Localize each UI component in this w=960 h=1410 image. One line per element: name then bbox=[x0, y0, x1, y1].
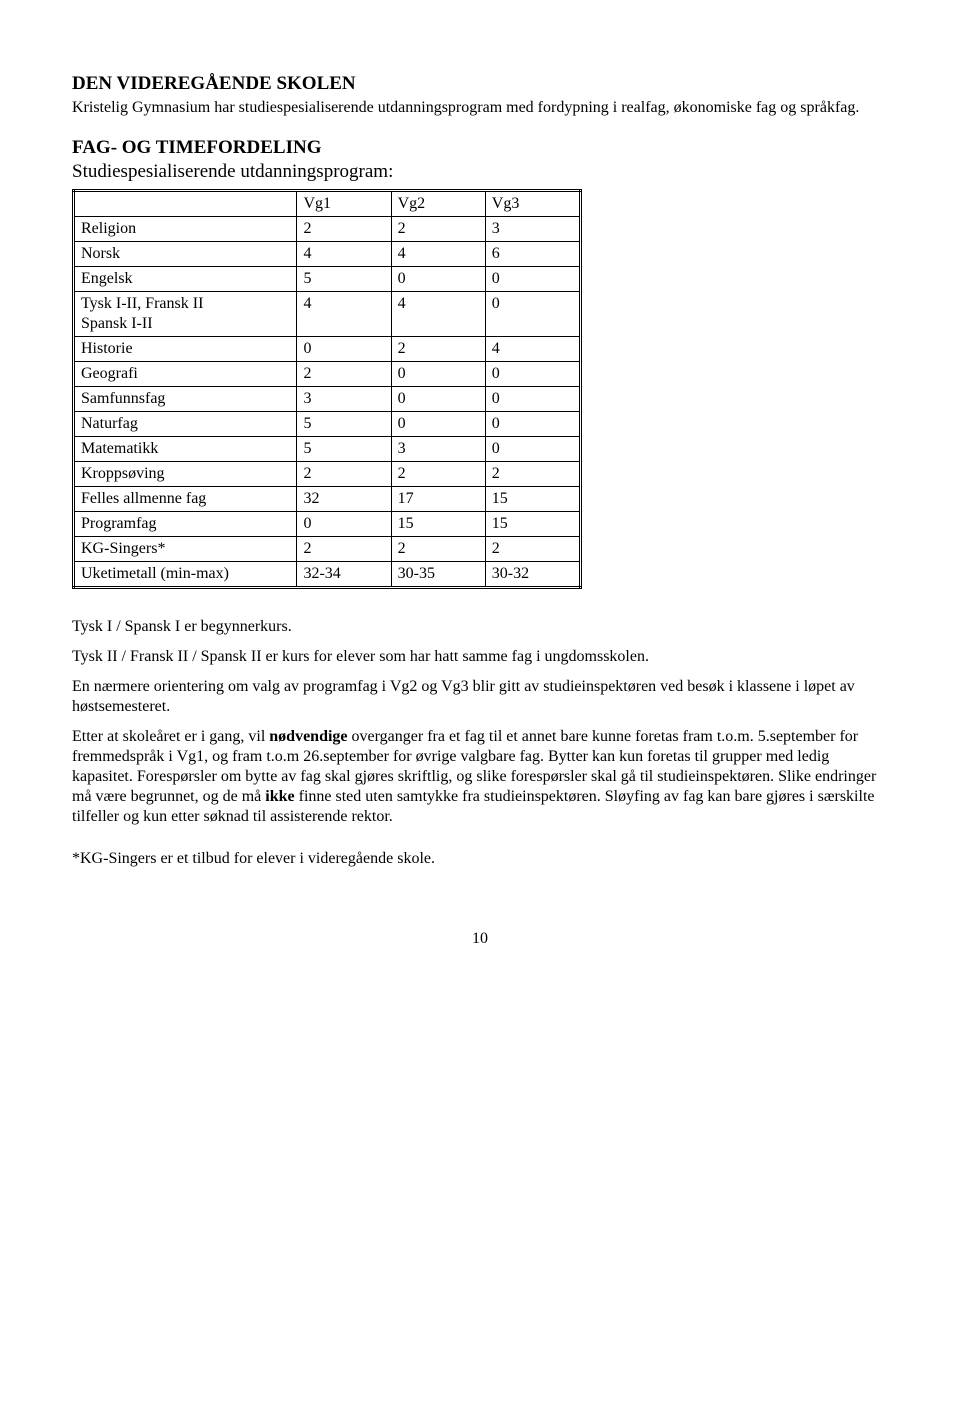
footnote-paragraph: *KG-Singers er et tilbud for elever i vi… bbox=[72, 849, 888, 869]
table-header-cell bbox=[74, 191, 297, 217]
table-cell: Naturfag bbox=[74, 412, 297, 437]
page-number: 10 bbox=[72, 929, 888, 949]
table-cell: 3 bbox=[297, 387, 391, 412]
table-row: Programfag01515 bbox=[74, 512, 581, 537]
table-header-row: Vg1 Vg2 Vg3 bbox=[74, 191, 581, 217]
table-cell: 2 bbox=[485, 462, 580, 487]
bold-text: nødvendige bbox=[269, 728, 347, 745]
table-row: Religion223 bbox=[74, 217, 581, 242]
table-cell: 0 bbox=[297, 337, 391, 362]
table-header-cell: Vg3 bbox=[485, 191, 580, 217]
table-cell: 4 bbox=[391, 292, 485, 337]
body-paragraph: Tysk I / Spansk I er begynnerkurs. bbox=[72, 617, 888, 637]
table-cell: 4 bbox=[391, 242, 485, 267]
table-cell: Historie bbox=[74, 337, 297, 362]
table-cell: 6 bbox=[485, 242, 580, 267]
section-heading: FAG- OG TIMEFORDELING bbox=[72, 136, 888, 160]
table-cell: 2 bbox=[297, 362, 391, 387]
table-cell: 2 bbox=[391, 462, 485, 487]
table-cell: 30-32 bbox=[485, 562, 580, 588]
timetable: Vg1 Vg2 Vg3 Religion223Norsk446Engelsk50… bbox=[72, 189, 582, 589]
table-cell: 2 bbox=[391, 537, 485, 562]
table-cell: 5 bbox=[297, 267, 391, 292]
page-title: DEN VIDEREGÅENDE SKOLEN bbox=[72, 72, 888, 96]
table-cell: 0 bbox=[391, 387, 485, 412]
table-cell: Programfag bbox=[74, 512, 297, 537]
table-cell: Matematikk bbox=[74, 437, 297, 462]
table-header-cell: Vg1 bbox=[297, 191, 391, 217]
body-paragraph: En nærmere orientering om valg av progra… bbox=[72, 677, 888, 717]
table-cell: 0 bbox=[485, 437, 580, 462]
table-row: Tysk I-II, Fransk IISpansk I-II440 bbox=[74, 292, 581, 337]
table-cell: Religion bbox=[74, 217, 297, 242]
table-cell: Tysk I-II, Fransk IISpansk I-II bbox=[74, 292, 297, 337]
table-cell: 2 bbox=[391, 337, 485, 362]
table-row: Uketimetall (min-max)32-3430-3530-32 bbox=[74, 562, 581, 588]
table-cell: 0 bbox=[485, 267, 580, 292]
table-cell: 4 bbox=[485, 337, 580, 362]
table-row: Norsk446 bbox=[74, 242, 581, 267]
table-cell: 5 bbox=[297, 412, 391, 437]
table-cell: 15 bbox=[391, 512, 485, 537]
body-paragraph: Etter at skoleåret er i gang, vil nødven… bbox=[72, 727, 888, 827]
table-cell: 15 bbox=[485, 487, 580, 512]
table-header-cell: Vg2 bbox=[391, 191, 485, 217]
table-cell: 0 bbox=[391, 412, 485, 437]
table-row: Matematikk530 bbox=[74, 437, 581, 462]
table-cell: 2 bbox=[485, 537, 580, 562]
table-cell: 32-34 bbox=[297, 562, 391, 588]
table-cell: 4 bbox=[297, 292, 391, 337]
table-cell: 0 bbox=[297, 512, 391, 537]
table-cell: Geografi bbox=[74, 362, 297, 387]
table-cell: 2 bbox=[297, 537, 391, 562]
table-row: Engelsk500 bbox=[74, 267, 581, 292]
table-row: KG-Singers*222 bbox=[74, 537, 581, 562]
table-cell: Kroppsøving bbox=[74, 462, 297, 487]
table-cell: 30-35 bbox=[391, 562, 485, 588]
table-cell: 0 bbox=[485, 387, 580, 412]
table-cell: Uketimetall (min-max) bbox=[74, 562, 297, 588]
table-cell: 4 bbox=[297, 242, 391, 267]
table-cell: 3 bbox=[391, 437, 485, 462]
table-row: Felles allmenne fag321715 bbox=[74, 487, 581, 512]
table-cell: 17 bbox=[391, 487, 485, 512]
table-cell: 0 bbox=[391, 267, 485, 292]
table-row: Naturfag500 bbox=[74, 412, 581, 437]
table-cell: KG-Singers* bbox=[74, 537, 297, 562]
table-cell: 0 bbox=[485, 412, 580, 437]
table-row: Samfunnsfag300 bbox=[74, 387, 581, 412]
table-row: Kroppsøving222 bbox=[74, 462, 581, 487]
table-cell: 2 bbox=[297, 217, 391, 242]
text-run: Etter at skoleåret er i gang, vil bbox=[72, 728, 269, 745]
table-cell: 32 bbox=[297, 487, 391, 512]
table-row: Historie024 bbox=[74, 337, 581, 362]
table-cell: 0 bbox=[485, 292, 580, 337]
table-cell: 0 bbox=[391, 362, 485, 387]
table-cell: 2 bbox=[297, 462, 391, 487]
table-cell: Samfunnsfag bbox=[74, 387, 297, 412]
table-cell: 5 bbox=[297, 437, 391, 462]
table-cell: Norsk bbox=[74, 242, 297, 267]
table-cell: 15 bbox=[485, 512, 580, 537]
table-cell: 3 bbox=[485, 217, 580, 242]
body-paragraph: Tysk II / Fransk II / Spansk II er kurs … bbox=[72, 647, 888, 667]
intro-paragraph: Kristelig Gymnasium har studiespesialise… bbox=[72, 98, 888, 118]
table-cell: 0 bbox=[485, 362, 580, 387]
table-cell: Engelsk bbox=[74, 267, 297, 292]
table-row: Geografi200 bbox=[74, 362, 581, 387]
bold-text: ikke bbox=[265, 788, 294, 805]
section-subheading: Studiespesialiserende utdanningsprogram: bbox=[72, 160, 888, 184]
table-cell: Felles allmenne fag bbox=[74, 487, 297, 512]
table-cell: 2 bbox=[391, 217, 485, 242]
